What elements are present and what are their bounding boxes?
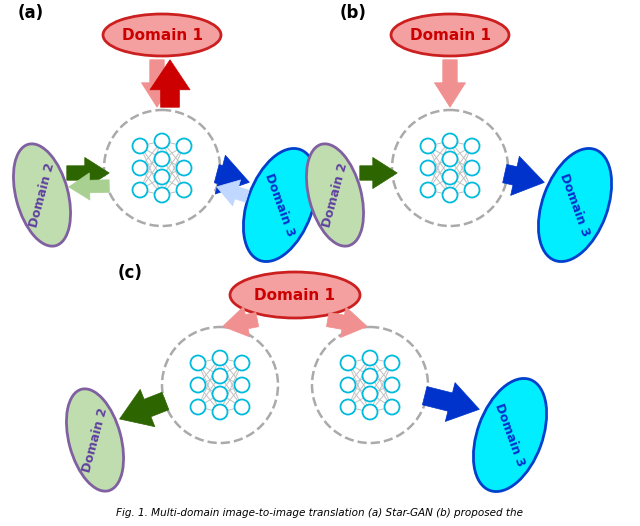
Ellipse shape [13, 144, 70, 246]
Circle shape [132, 138, 147, 154]
Circle shape [442, 134, 458, 148]
Circle shape [212, 350, 227, 366]
Circle shape [191, 378, 205, 392]
Circle shape [104, 110, 220, 226]
Circle shape [442, 169, 458, 185]
Circle shape [177, 138, 191, 154]
Text: (a): (a) [18, 4, 44, 22]
Circle shape [312, 327, 428, 443]
Text: Domain 2: Domain 2 [80, 406, 110, 474]
Text: Domain 3: Domain 3 [493, 402, 527, 468]
Circle shape [392, 110, 508, 226]
Text: Domain 1: Domain 1 [410, 27, 490, 43]
Ellipse shape [538, 148, 612, 261]
Circle shape [420, 160, 435, 176]
Text: Domain 2: Domain 2 [320, 161, 350, 229]
Circle shape [212, 369, 227, 383]
Circle shape [177, 160, 191, 176]
Circle shape [154, 169, 170, 185]
Text: (b): (b) [340, 4, 367, 22]
Text: Domain 3: Domain 3 [262, 171, 298, 238]
Circle shape [362, 350, 378, 366]
Circle shape [191, 400, 205, 414]
Circle shape [465, 138, 479, 154]
Circle shape [340, 400, 355, 414]
Ellipse shape [307, 144, 364, 246]
Text: (c): (c) [118, 264, 143, 282]
Circle shape [177, 183, 191, 197]
Text: Fig. 1. Multi-domain image-to-image translation (a) Star-GAN (b) proposed the: Fig. 1. Multi-domain image-to-image tran… [116, 508, 524, 518]
Circle shape [212, 387, 227, 401]
Circle shape [385, 400, 399, 414]
Circle shape [132, 160, 147, 176]
Text: Domain 3: Domain 3 [557, 171, 593, 238]
Circle shape [154, 187, 170, 203]
Text: Domain 1: Domain 1 [122, 27, 202, 43]
Circle shape [340, 356, 355, 370]
Circle shape [162, 327, 278, 443]
Circle shape [340, 378, 355, 392]
Circle shape [465, 183, 479, 197]
Circle shape [465, 160, 479, 176]
Circle shape [362, 404, 378, 420]
Text: Domain 2: Domain 2 [27, 161, 57, 229]
Circle shape [442, 151, 458, 167]
Circle shape [362, 369, 378, 383]
Circle shape [212, 404, 227, 420]
Circle shape [132, 183, 147, 197]
Circle shape [234, 378, 250, 392]
Circle shape [154, 151, 170, 167]
Circle shape [385, 356, 399, 370]
Ellipse shape [474, 378, 547, 491]
Ellipse shape [103, 14, 221, 56]
Circle shape [385, 378, 399, 392]
Circle shape [362, 387, 378, 401]
Ellipse shape [391, 14, 509, 56]
Text: Domain 1: Domain 1 [255, 288, 335, 302]
Ellipse shape [243, 148, 317, 261]
Circle shape [191, 356, 205, 370]
Circle shape [420, 183, 435, 197]
Circle shape [154, 134, 170, 148]
Circle shape [234, 356, 250, 370]
Circle shape [420, 138, 435, 154]
Circle shape [234, 400, 250, 414]
Ellipse shape [230, 272, 360, 318]
Circle shape [442, 187, 458, 203]
Ellipse shape [67, 389, 124, 491]
